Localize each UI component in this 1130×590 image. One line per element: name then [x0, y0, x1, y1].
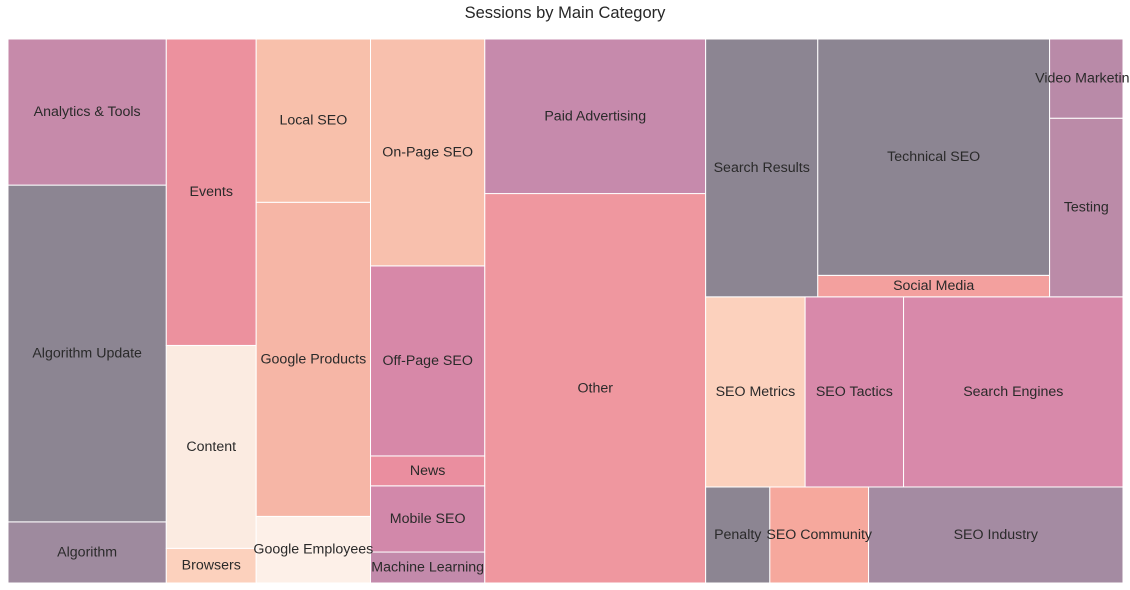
tile-google-employees: [255, 515, 372, 584]
tile-label-machine-learning: Machine Learning: [371, 560, 484, 576]
tile-seo-community: [769, 486, 870, 584]
tile-machine-learning: [370, 551, 486, 584]
tile-label-seo-community: SEO Community: [766, 527, 873, 543]
tile-label-search-results: Search Results: [714, 160, 810, 176]
treemap-labels: Algorithm Algorithm Update Analytics & Too…: [32, 71, 1130, 576]
tile-label-technical-seo: Technical SEO: [887, 149, 980, 165]
tile-label-content: Content: [186, 439, 236, 455]
tile-label-off-page-seo: Off-Page SEO: [382, 353, 472, 369]
tile-label-video-marketing: Video Marketing: [1035, 71, 1130, 87]
tile-mobile-seo: [370, 485, 486, 553]
tile-technical-seo: [817, 38, 1051, 276]
chart-title: Sessions by Main Category: [464, 4, 666, 22]
tile-video-marketing: [1049, 38, 1124, 119]
tile-label-penalty: Penalty: [714, 527, 762, 543]
tile-on-page-seo: [370, 38, 486, 267]
tile-label-events: Events: [190, 184, 233, 200]
tile-other: [484, 193, 707, 584]
tile-label-google-products: Google Products: [261, 351, 367, 367]
tile-label-google-employees: Google Employees: [253, 542, 373, 558]
tile-algorithm-update: [7, 184, 167, 523]
tile-label-mobile-seo: Mobile SEO: [390, 511, 466, 527]
tile-seo-tactics: [804, 296, 905, 488]
tile-events: [165, 38, 257, 346]
tile-label-seo-metrics: SEO Metrics: [716, 384, 796, 400]
tile-label-testing: Testing: [1064, 200, 1109, 216]
tile-label-paid-advertising: Paid Advertising: [544, 108, 646, 124]
tile-label-local-seo: Local SEO: [279, 113, 347, 129]
tile-google-products: [255, 201, 372, 517]
tile-label-social-media: Social Media: [893, 278, 974, 294]
tile-news: [370, 455, 486, 487]
tile-label-analytics-tools: Analytics & Tools: [34, 104, 141, 120]
tile-label-other: Other: [577, 380, 613, 396]
tile-testing: [1049, 117, 1124, 298]
tile-label-algorithm: Algorithm: [57, 544, 117, 560]
tile-label-browsers: Browsers: [182, 558, 241, 574]
tile-search-engines: [903, 296, 1124, 488]
tile-label-seo-industry: SEO Industry: [954, 527, 1039, 543]
tile-label-algorithm-update: Algorithm Update: [32, 345, 142, 361]
tile-label-on-page-seo: On-Page SEO: [382, 144, 473, 160]
tile-local-seo: [255, 38, 372, 203]
treemap-tiles: [7, 38, 1124, 584]
tile-label-news: News: [410, 463, 445, 479]
tile-label-search-engines: Search Engines: [963, 384, 1063, 400]
tile-off-page-seo: [370, 265, 486, 457]
tile-label-seo-tactics: SEO Tactics: [816, 384, 893, 400]
